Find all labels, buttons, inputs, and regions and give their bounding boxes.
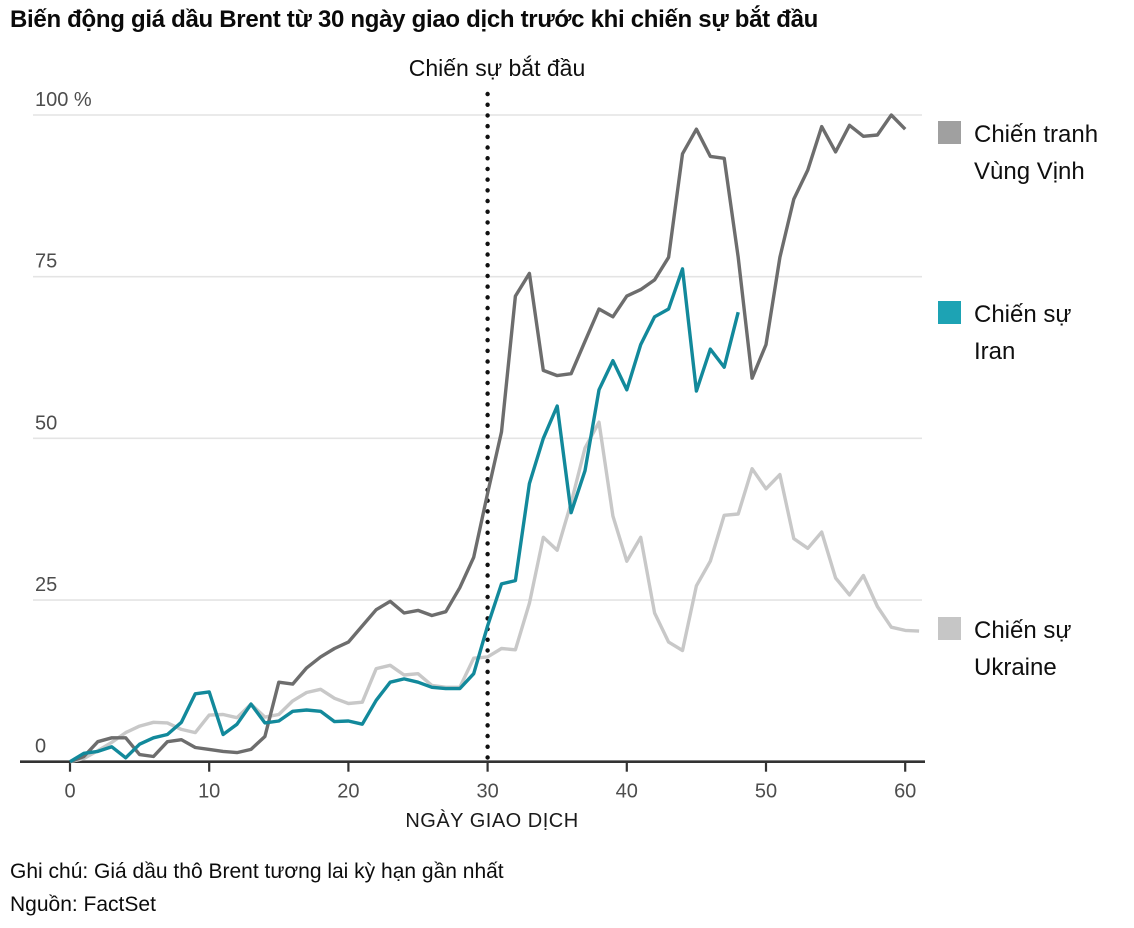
- x-tick-label-40: 40: [616, 781, 638, 803]
- x-tick-label-60: 60: [894, 781, 916, 803]
- y-tick-label-100: 100 %: [35, 89, 92, 111]
- x-axis-title: NGÀY GIAO DỊCH: [405, 810, 579, 832]
- chart-footer: Ghi chú: Giá dầu thô Brent tương lai kỳ …: [10, 855, 504, 921]
- series-line-ukraine: [69, 420, 920, 764]
- x-tick-label-0: 0: [64, 781, 75, 803]
- chart-note: Ghi chú: Giá dầu thô Brent tương lai kỳ …: [10, 860, 504, 883]
- chart-source: Nguồn: FactSet: [10, 893, 156, 916]
- x-tick-label-10: 10: [198, 781, 220, 803]
- series-line-iran: [69, 267, 740, 764]
- series-line-gulf-war: [69, 113, 907, 764]
- y-tick-label-0: 0: [35, 736, 46, 758]
- x-tick-label-30: 30: [476, 781, 498, 803]
- chart-title: Biến động giá dầu Brent từ 30 ngày giao …: [10, 6, 819, 33]
- x-tick-label-50: 50: [755, 781, 777, 803]
- x-tick-label-20: 20: [337, 781, 359, 803]
- y-tick-label-25: 25: [35, 574, 57, 596]
- y-tick-label-75: 75: [35, 251, 57, 273]
- y-tick-label-50: 50: [35, 412, 57, 434]
- event-annotation: Chiến sự bắt đầu: [408, 55, 586, 81]
